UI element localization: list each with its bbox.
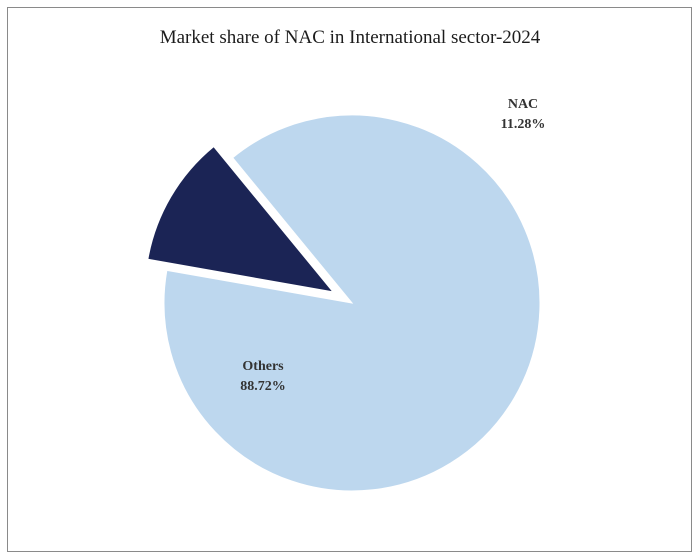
data-label-nac: NAC 11.28% xyxy=(501,97,546,132)
pie-slice-nac xyxy=(147,145,335,293)
pie-slice-others xyxy=(163,114,541,492)
data-label-others: Others 88.72% xyxy=(240,359,286,394)
chart-title: Market share of NAC in International sec… xyxy=(159,27,541,48)
